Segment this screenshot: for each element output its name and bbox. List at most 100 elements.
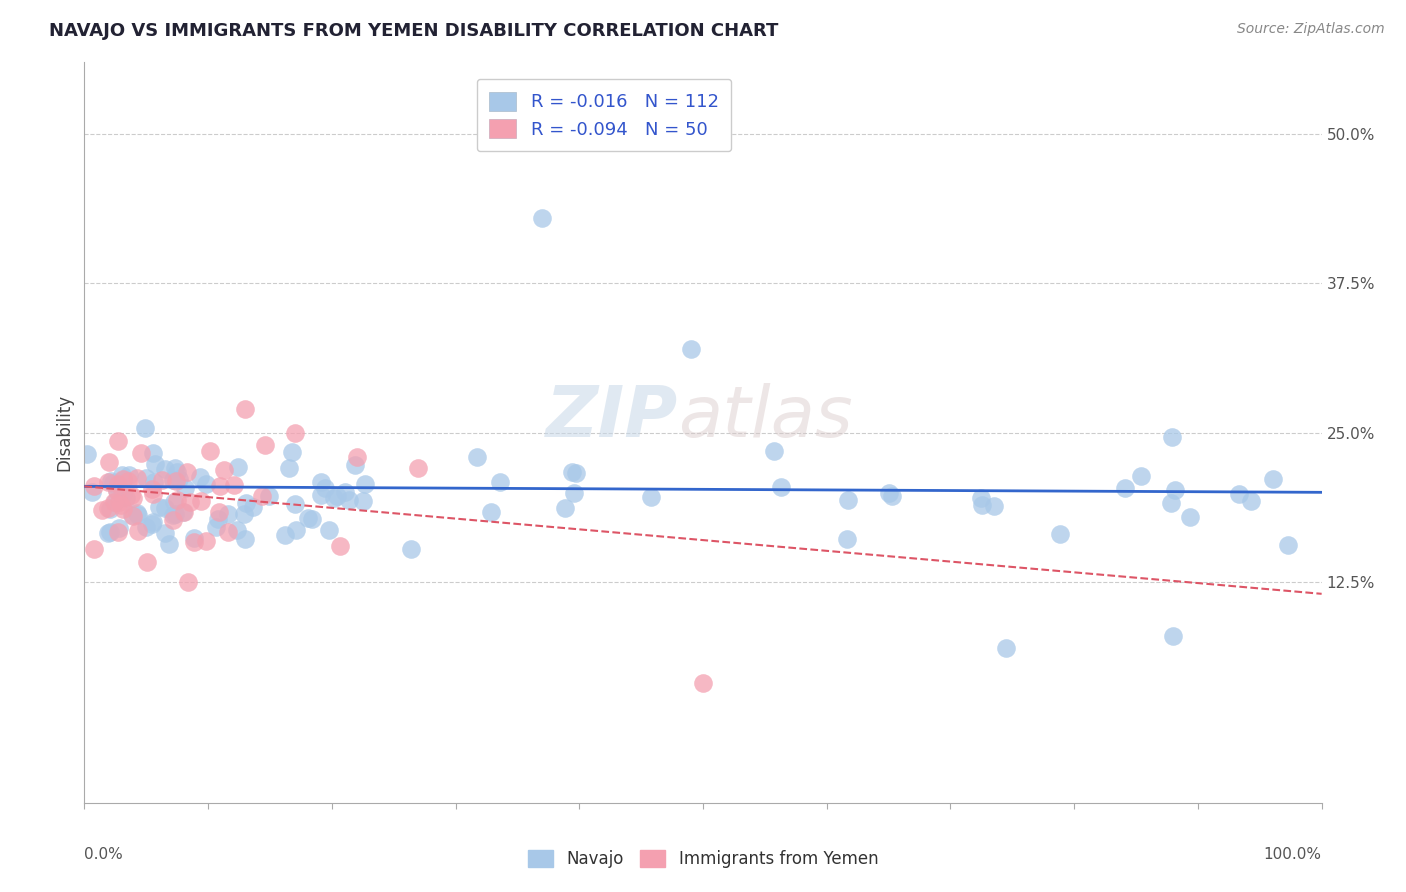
Point <box>135 519 157 533</box>
Point <box>762 444 785 458</box>
Point <box>311 475 333 489</box>
Point <box>488 475 510 489</box>
Point <box>127 524 149 538</box>
Point <box>111 472 134 486</box>
Point <box>1129 469 1152 483</box>
Point <box>129 446 152 460</box>
Point <box>322 491 344 506</box>
Point <box>995 640 1018 655</box>
Text: ZIP: ZIP <box>546 384 678 452</box>
Point <box>107 483 129 497</box>
Point <box>107 525 129 540</box>
Point <box>877 485 900 500</box>
Point <box>108 521 131 535</box>
Point <box>97 475 120 489</box>
Point <box>354 477 377 491</box>
Point <box>165 461 187 475</box>
Point <box>162 473 184 487</box>
Point <box>150 474 173 488</box>
Point <box>104 494 127 508</box>
Point <box>233 508 256 522</box>
Point <box>125 471 148 485</box>
Point <box>142 446 165 460</box>
Point <box>837 492 859 507</box>
Point <box>1227 487 1250 501</box>
Point <box>157 537 180 551</box>
Text: Source: ZipAtlas.com: Source: ZipAtlas.com <box>1237 22 1385 37</box>
Point <box>212 462 235 476</box>
Point <box>207 505 229 519</box>
Point <box>165 507 187 521</box>
Point <box>179 495 201 509</box>
Point <box>112 474 135 488</box>
Point <box>83 479 105 493</box>
Text: NAVAJO VS IMMIGRANTS FROM YEMEN DISABILITY CORRELATION CHART: NAVAJO VS IMMIGRANTS FROM YEMEN DISABILI… <box>49 22 779 40</box>
Point <box>127 508 149 522</box>
Point <box>235 496 257 510</box>
Point <box>1261 472 1284 486</box>
Point <box>142 487 165 501</box>
Point <box>143 458 166 472</box>
Point <box>207 512 229 526</box>
Point <box>465 450 488 465</box>
Point <box>408 461 430 475</box>
Point <box>167 472 190 486</box>
Point <box>233 401 256 416</box>
Point <box>188 469 211 483</box>
Point <box>173 505 195 519</box>
Text: 0.0%: 0.0% <box>84 847 124 863</box>
Point <box>880 489 903 503</box>
Point <box>344 458 367 472</box>
Point <box>401 541 423 556</box>
Point <box>333 484 356 499</box>
Point <box>174 481 197 495</box>
Point <box>190 494 212 508</box>
Point <box>329 539 352 553</box>
Text: atlas: atlas <box>678 384 853 452</box>
Point <box>1160 496 1182 510</box>
Point <box>209 479 232 493</box>
Point <box>284 523 307 537</box>
Point <box>226 523 249 537</box>
Point <box>1049 526 1071 541</box>
Point <box>554 500 576 515</box>
Point <box>233 532 256 546</box>
Point <box>135 471 157 485</box>
Point <box>120 488 142 502</box>
Point <box>222 478 245 492</box>
Point <box>250 489 273 503</box>
Point <box>274 527 297 541</box>
Point <box>257 489 280 503</box>
Point <box>108 495 131 509</box>
Point <box>1114 481 1136 495</box>
Point <box>1164 483 1187 497</box>
Point <box>135 555 157 569</box>
Point <box>103 495 125 509</box>
Point <box>195 476 218 491</box>
Point <box>970 491 993 505</box>
Point <box>983 499 1005 513</box>
Point <box>97 526 120 541</box>
Point <box>253 438 276 452</box>
Point <box>141 516 163 531</box>
Point <box>318 523 340 537</box>
Point <box>242 500 264 514</box>
Text: 100.0%: 100.0% <box>1264 847 1322 863</box>
Point <box>141 482 163 496</box>
Point <box>297 511 319 525</box>
Point <box>162 508 184 522</box>
Point <box>325 489 347 503</box>
Point <box>284 425 307 440</box>
Point <box>562 486 585 500</box>
Point <box>679 342 702 356</box>
Point <box>1161 629 1184 643</box>
Point <box>769 480 792 494</box>
Point <box>107 477 129 491</box>
Point <box>121 508 143 522</box>
Point <box>970 498 993 512</box>
Point <box>177 574 200 589</box>
Point <box>1161 429 1184 443</box>
Point <box>166 493 188 508</box>
Point <box>142 516 165 530</box>
Point <box>183 534 205 549</box>
